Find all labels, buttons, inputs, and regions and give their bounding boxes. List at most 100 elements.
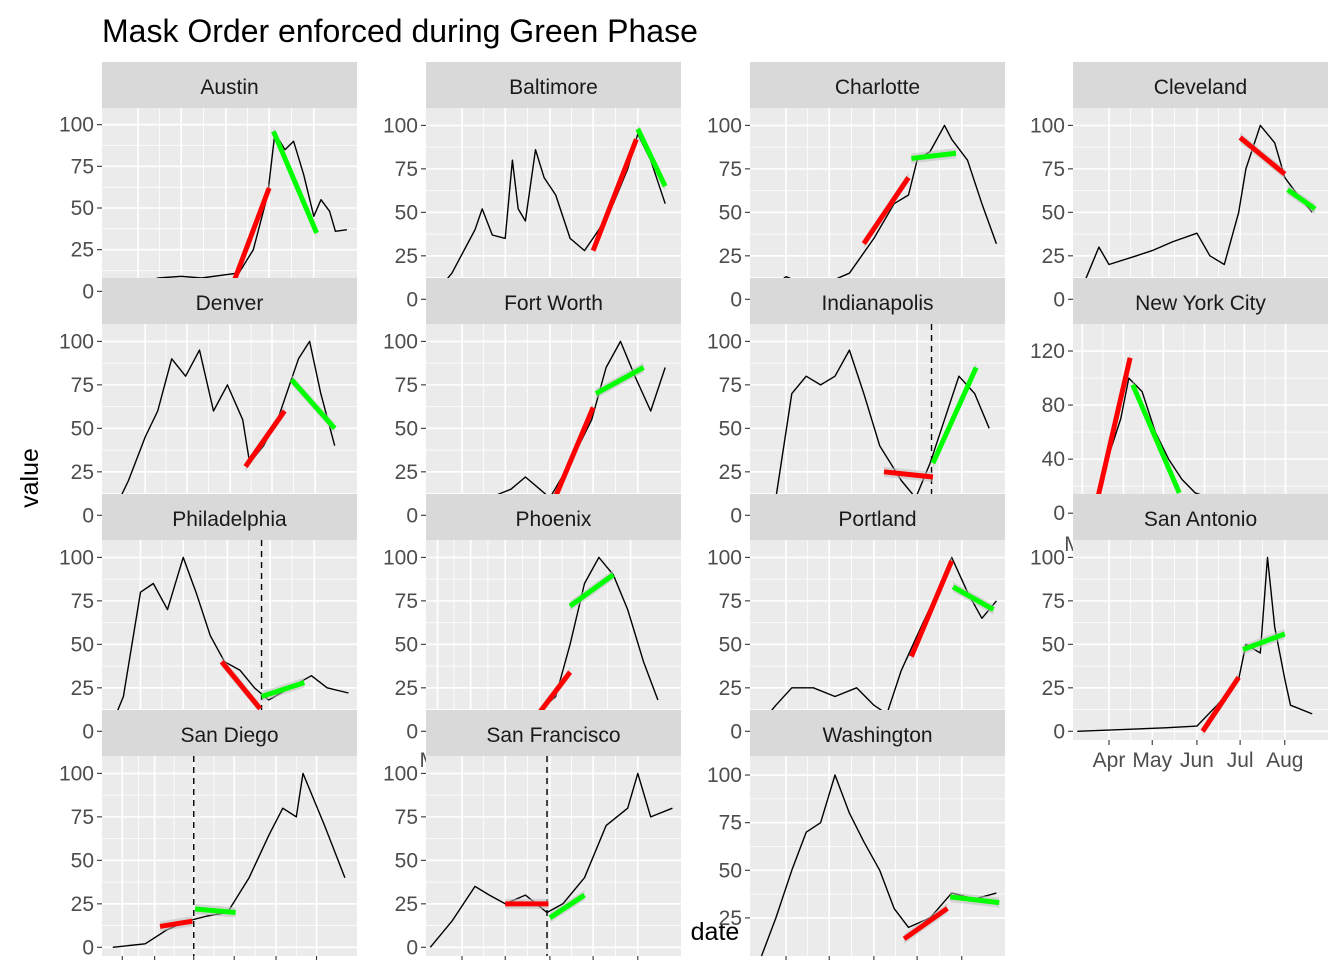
y-tick-label: 50 xyxy=(395,849,418,872)
red-fit-line xyxy=(243,409,287,469)
x-tick-label: May xyxy=(1132,749,1172,772)
strip-background xyxy=(102,278,357,324)
strip-label: Phoenix xyxy=(516,508,592,531)
series-line xyxy=(429,133,666,300)
y-tick-label: 50 xyxy=(71,197,94,220)
strip-label: Baltimore xyxy=(509,76,598,99)
y-tick-label: 50 xyxy=(395,417,418,440)
y-tick-label: 100 xyxy=(383,330,418,353)
panel-background xyxy=(426,756,681,956)
red-fit-line xyxy=(227,187,272,293)
y-tick-label: 0 xyxy=(730,288,742,311)
y-tick-label: 75 xyxy=(719,812,742,835)
strip-background xyxy=(426,278,681,324)
strip-background xyxy=(750,62,1005,108)
red-fit-line xyxy=(159,918,193,929)
facet-baltimore: Baltimore0255075100AprMayJunJulAug xyxy=(383,62,681,340)
y-tick-label: 50 xyxy=(719,859,742,882)
red-fit-line xyxy=(861,176,911,246)
facet-washington: Washington255075100AprMayJunJulAug xyxy=(707,710,1005,960)
green-fit-line xyxy=(635,127,668,188)
y-tick-label: 0 xyxy=(1053,502,1065,525)
red-fit-line xyxy=(909,559,954,658)
y-tick-label: 100 xyxy=(1030,546,1065,569)
strip-label: New York City xyxy=(1135,292,1266,315)
x-tick-label: Aug xyxy=(1266,749,1303,772)
y-tick-label: 75 xyxy=(395,806,418,829)
strip-background xyxy=(426,62,681,108)
x-tick-label: Apr xyxy=(1093,749,1126,772)
y-tick-label: 100 xyxy=(383,762,418,785)
x-tick-label: Jun xyxy=(1180,749,1214,772)
y-tick-label: 100 xyxy=(383,114,418,137)
y-tick-label: 25 xyxy=(1042,677,1065,700)
panel-background xyxy=(750,756,1005,956)
y-tick-label: 75 xyxy=(1042,158,1065,181)
green-fit-line xyxy=(930,366,979,465)
y-tick-label: 75 xyxy=(71,374,94,397)
strip-background xyxy=(426,710,681,756)
y-tick-label: 0 xyxy=(406,504,418,527)
y-tick-label: 75 xyxy=(719,158,742,181)
green-fit-line xyxy=(1286,187,1317,211)
panel-background xyxy=(102,756,357,956)
y-tick-label: 25 xyxy=(719,907,742,930)
red-fit-line xyxy=(902,906,949,941)
green-fit-line xyxy=(568,572,615,609)
strip-label: Washington xyxy=(822,724,932,747)
y-tick-label: 25 xyxy=(719,677,742,700)
y-tick-label: 0 xyxy=(730,720,742,743)
y-tick-label: 25 xyxy=(395,677,418,700)
y-tick-label: 25 xyxy=(71,239,94,262)
y-tick-label: 0 xyxy=(1053,288,1065,311)
strip-background xyxy=(102,62,357,108)
series-line xyxy=(1076,124,1313,300)
series-line xyxy=(756,349,990,516)
strip-label: Indianapolis xyxy=(821,292,933,315)
y-tick-label: 0 xyxy=(82,936,94,959)
green-fit-line xyxy=(951,584,995,612)
y-tick-label: 50 xyxy=(719,417,742,440)
facet-fort-worth: Fort Worth0255075100AprMayJunJulAug xyxy=(383,278,681,556)
facet-san-francisco: San Francisco0255075100AprMayJunJulAug xyxy=(383,710,681,960)
strip-label: San Francisco xyxy=(486,724,620,747)
red-fit-line xyxy=(219,660,263,711)
y-tick-label: 40 xyxy=(1042,448,1065,471)
y-tick-label: 75 xyxy=(719,374,742,397)
x-tick-label: Jul xyxy=(1227,749,1254,772)
facet-panels: Austin 0 25 50 75 100 Apr May Jun Jul Aug Baltimore… xyxy=(59,62,1328,960)
red-fit-line xyxy=(1091,357,1133,514)
y-tick-label: 50 xyxy=(719,633,742,656)
y-tick-label: 50 xyxy=(395,201,418,224)
y-tick-label: 25 xyxy=(71,677,94,700)
y-tick-label: 75 xyxy=(71,155,94,178)
y-tick-label: 100 xyxy=(1030,114,1065,137)
y-tick-label: 100 xyxy=(707,764,742,787)
facet-san-diego: San Diego0255075100MarAprMayJunJulAug xyxy=(59,710,357,960)
y-tick-label: 100 xyxy=(59,114,94,137)
strip-label: Charlotte xyxy=(835,76,920,99)
green-fit-line xyxy=(194,906,236,916)
y-tick-label: 25 xyxy=(1042,245,1065,268)
y-axis-title: value xyxy=(16,448,44,508)
y-tick-label: 100 xyxy=(707,330,742,353)
red-fit-line xyxy=(883,469,934,480)
green-fit-line xyxy=(1130,383,1182,494)
y-tick-label: 50 xyxy=(719,201,742,224)
green-fit-line xyxy=(289,377,337,431)
series-line xyxy=(429,772,673,948)
y-tick-label: 25 xyxy=(395,893,418,916)
series-line xyxy=(113,132,347,291)
strip-background xyxy=(1073,278,1328,324)
y-tick-label: 75 xyxy=(71,806,94,829)
y-tick-label: 25 xyxy=(395,245,418,268)
y-tick-label: 100 xyxy=(383,546,418,569)
y-tick-label: 50 xyxy=(71,849,94,872)
strip-label: San Diego xyxy=(180,724,278,747)
facet-san-antonio: San Antonio 0 25 50 75 100 Apr May Jun Jul Aug xyxy=(1030,494,1328,772)
green-fit-line xyxy=(271,130,319,234)
red-fit-line xyxy=(549,406,596,508)
red-fit-line xyxy=(1200,676,1241,733)
y-tick-label: 50 xyxy=(71,633,94,656)
y-tick-label: 75 xyxy=(395,158,418,181)
